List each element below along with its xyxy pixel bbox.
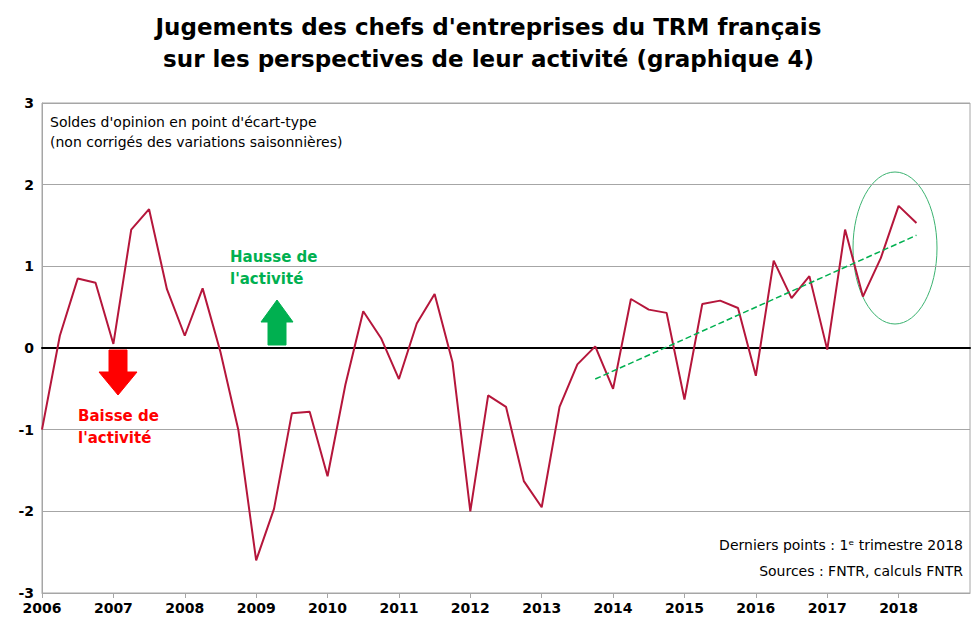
svg-text:2014: 2014 [594,600,633,616]
svg-text:Jugements des chefs d'entrepri: Jugements des chefs d'entreprises du TRM… [154,14,822,40]
svg-text:2011: 2011 [379,600,418,616]
svg-text:2012: 2012 [451,600,490,616]
svg-text:Baisse de: Baisse de [78,407,159,425]
svg-text:Soldes d'opinion en point d'éc: Soldes d'opinion en point d'écart-type [50,114,317,130]
svg-text:l'activité: l'activité [230,270,303,288]
svg-text:sur les perspectives de leur a: sur les perspectives de leur activité (g… [163,46,814,72]
svg-text:2013: 2013 [522,600,561,616]
svg-text:(non corrigés des variations s: (non corrigés des variations saisonnière… [50,134,342,150]
svg-text:-3: -3 [18,585,34,601]
svg-text:2006: 2006 [23,600,62,616]
svg-text:2009: 2009 [237,600,276,616]
svg-text:2018: 2018 [879,600,918,616]
svg-text:-2: -2 [18,503,34,519]
svg-text:Derniers points : 1ᵉ trimestre: Derniers points : 1ᵉ trimestre 2018 [719,537,963,553]
svg-text:2015: 2015 [665,600,704,616]
svg-text:2008: 2008 [165,600,204,616]
svg-text:Hausse de: Hausse de [230,248,318,266]
svg-text:l'activité: l'activité [78,429,151,447]
svg-text:1: 1 [24,258,34,274]
svg-text:3: 3 [24,95,34,111]
svg-text:2: 2 [24,177,34,193]
svg-text:2007: 2007 [94,600,133,616]
svg-text:2017: 2017 [808,600,847,616]
svg-text:0: 0 [24,340,34,356]
svg-text:-1: -1 [18,422,34,438]
svg-text:2010: 2010 [308,600,347,616]
svg-text:Sources : FNTR, calculs FNTR: Sources : FNTR, calculs FNTR [759,563,963,579]
svg-text:2016: 2016 [736,600,775,616]
